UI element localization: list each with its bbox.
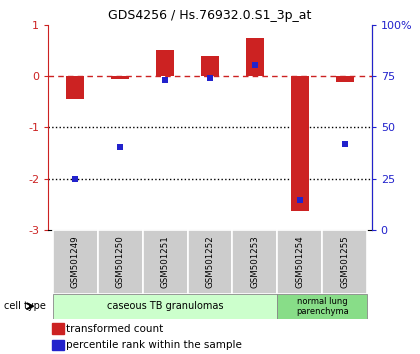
Bar [53,230,98,294]
Bar [201,56,219,76]
Text: GSM501253: GSM501253 [250,235,260,289]
Bar [111,76,129,79]
Bar [232,230,277,294]
Bar [277,294,367,319]
Bar [52,340,64,350]
Text: GSM501255: GSM501255 [340,235,349,289]
Bar [53,294,277,319]
Bar [336,76,354,82]
Text: transformed count: transformed count [66,324,163,333]
Bar [322,230,367,294]
Text: GDS4256 / Hs.76932.0.S1_3p_at: GDS4256 / Hs.76932.0.S1_3p_at [108,9,312,22]
Bar [52,323,64,334]
Bar [246,38,264,76]
Bar [66,76,84,99]
Bar [98,230,143,294]
Bar [277,230,322,294]
Text: GSM501254: GSM501254 [295,235,304,289]
Bar [291,76,309,211]
Text: percentile rank within the sample: percentile rank within the sample [66,340,242,350]
Bar [188,230,232,294]
Bar [156,50,174,76]
Text: normal lung
parenchyma: normal lung parenchyma [296,297,349,316]
Text: GSM501252: GSM501252 [205,235,215,289]
Text: GSM501250: GSM501250 [116,235,125,289]
Text: cell type: cell type [4,301,46,311]
Text: GSM501249: GSM501249 [71,236,80,288]
Text: caseous TB granulomas: caseous TB granulomas [107,301,223,311]
Bar [143,230,188,294]
Text: GSM501251: GSM501251 [160,235,170,289]
